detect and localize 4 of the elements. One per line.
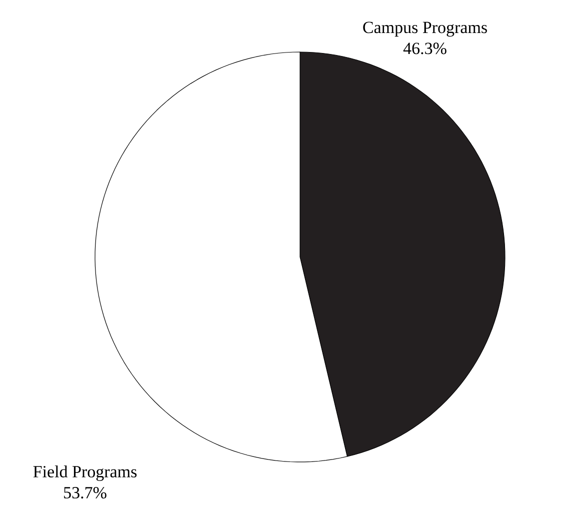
data-label: 46.3% — [403, 42, 446, 54]
slice-label: Field Programs — [33, 465, 137, 481]
data-label: 53.7% — [64, 486, 106, 498]
slice-label: Campus Programs — [363, 22, 487, 37]
